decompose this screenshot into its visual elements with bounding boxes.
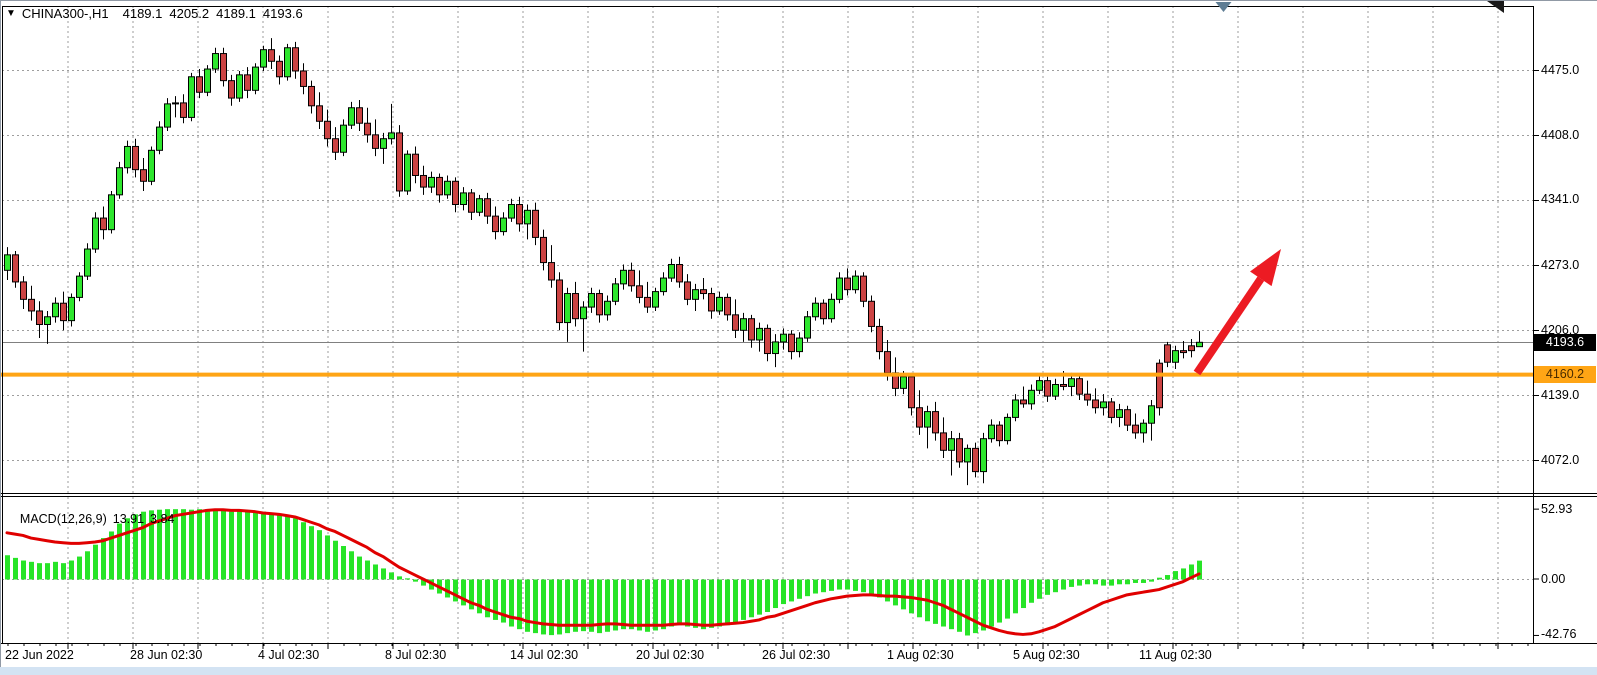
price-axis-label: 4139.0	[1541, 388, 1580, 402]
symbol-timeframe-label: CHINA300-,H1	[21, 6, 109, 21]
macd-signal-value: 3.84	[150, 512, 175, 526]
macd-name: MACD(12,26,9)	[19, 512, 107, 526]
time-axis-label: 20 Jul 02:30	[636, 648, 705, 662]
quote-high: 4205.2	[169, 6, 210, 21]
horizontal-line-tag: 4160.2	[1534, 366, 1596, 383]
time-axis-label: 22 Jun 2022	[5, 648, 74, 662]
time-axis-label: 5 Aug 02:30	[1013, 648, 1080, 662]
macd-axis-label: 0.00	[1541, 572, 1566, 586]
price-axis-label: 4475.0	[1541, 63, 1580, 77]
time-axis-label: 8 Jul 02:30	[385, 648, 447, 662]
time-axis-label: 1 Aug 02:30	[887, 648, 954, 662]
price-axis-label: 4408.0	[1541, 128, 1580, 142]
macd-axis-label: -42.76	[1541, 627, 1577, 641]
current-price-tag: 4193.6	[1534, 334, 1596, 351]
time-axis-label: 28 Jun 02:30	[130, 648, 203, 662]
quote-low: 4189.1	[216, 6, 256, 21]
price-axis-label: 4206.0	[1541, 323, 1580, 337]
macd-main-value: 13.91	[112, 512, 145, 526]
macd-indicator-label: MACD(12,26,9) 13.91 3.84	[6, 498, 180, 540]
symbol-dropdown-icon[interactable]: ▼	[6, 8, 16, 19]
quote-open: 4189.1	[122, 6, 163, 21]
time-axis-label: 4 Jul 02:30	[258, 648, 320, 662]
time-axis-label: 14 Jul 02:30	[510, 648, 579, 662]
time-axis-label: 11 Aug 02:30	[1139, 648, 1212, 662]
window-bottom-edge	[0, 667, 1597, 675]
quote-close: 4193.6	[262, 6, 303, 21]
price-axis-label: 4072.0	[1541, 453, 1580, 467]
time-axis-label: 26 Jul 02:30	[762, 648, 831, 662]
price-axis-label: 4341.0	[1541, 192, 1580, 206]
chart-header: ▼ CHINA300-,H1 4189.1 4205.2 4189.1 4193…	[6, 6, 310, 21]
macd-axis-label: 52.93	[1541, 502, 1573, 516]
price-axis-label: 4273.0	[1541, 258, 1580, 272]
